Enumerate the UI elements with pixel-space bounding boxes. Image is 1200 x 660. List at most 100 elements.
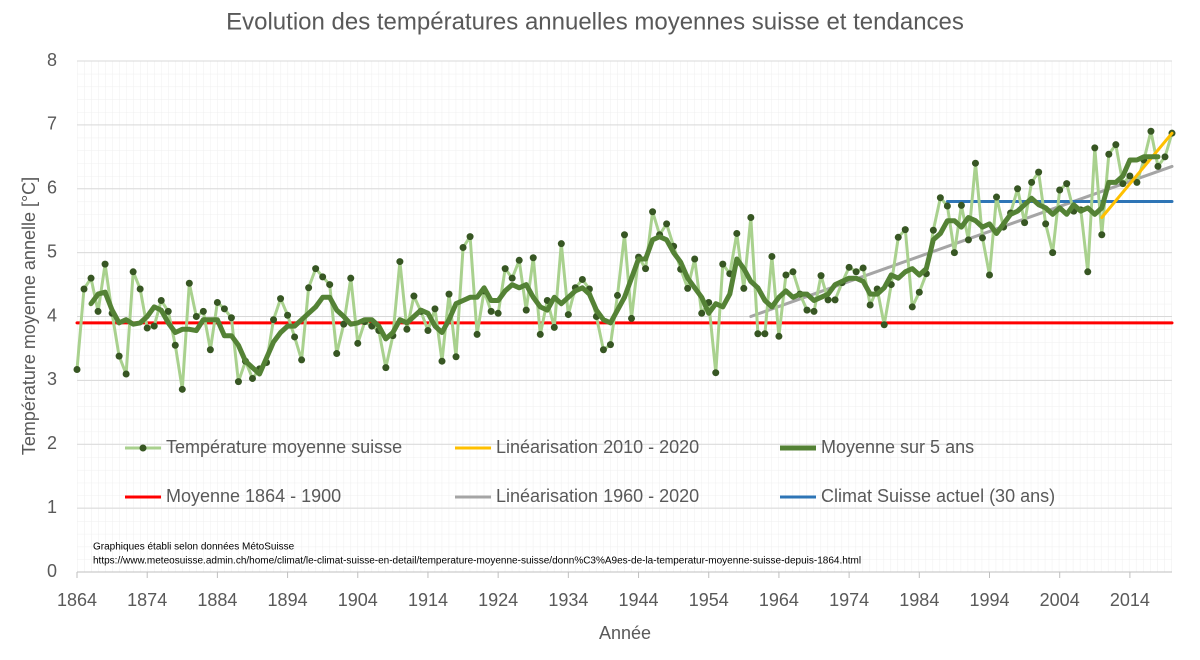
grid: 0 1 2 3 4 5 6 7 8 1864 1874 1884 1894 1904 1914 1924 193…	[47, 50, 1172, 610]
data-point	[508, 274, 516, 282]
data-point	[1161, 153, 1169, 161]
data-point	[1049, 249, 1057, 257]
series-line	[1100, 131, 1174, 219]
data-point	[733, 229, 741, 237]
data-point	[901, 226, 909, 234]
data-point	[712, 369, 720, 377]
data-point	[1133, 178, 1141, 186]
data-point	[424, 327, 432, 335]
data-point	[880, 321, 888, 329]
data-point	[1056, 186, 1064, 194]
data-point	[894, 233, 902, 241]
data-point	[845, 263, 853, 271]
data-point	[164, 307, 172, 315]
data-point	[684, 284, 692, 292]
data-point	[494, 309, 502, 317]
data-point	[136, 285, 144, 293]
data-point	[115, 352, 123, 360]
data-point	[459, 244, 467, 252]
y-axis-label: Température moyenne annelle [°C]	[19, 177, 39, 455]
x-tick-label: 2014	[1110, 590, 1150, 610]
data-point	[536, 330, 544, 338]
data-point	[1028, 178, 1036, 186]
data-point	[789, 268, 797, 276]
data-point	[599, 346, 607, 354]
data-point	[143, 324, 151, 332]
data-point	[87, 274, 95, 282]
x-tick-label: 1974	[829, 590, 869, 610]
data-point	[1147, 127, 1155, 135]
data-point	[1021, 219, 1029, 227]
series-line	[749, 164, 1174, 318]
data-point	[73, 366, 81, 374]
x-tick-label: 1904	[338, 590, 378, 610]
data-point	[628, 314, 636, 322]
data-point	[340, 320, 348, 328]
data-point	[529, 254, 537, 262]
data-point	[333, 350, 341, 358]
data-point	[1105, 150, 1113, 158]
x-tick-label: 1964	[759, 590, 799, 610]
data-point	[199, 307, 207, 315]
data-point	[1091, 144, 1099, 152]
data-point	[1042, 220, 1050, 228]
data-point	[775, 332, 783, 340]
data-point	[908, 303, 916, 311]
data-point	[768, 252, 776, 260]
data-point	[171, 341, 179, 349]
data-point	[410, 292, 418, 300]
data-point	[515, 256, 523, 264]
data-point	[382, 364, 390, 372]
data-point	[206, 346, 214, 354]
data-point	[613, 291, 621, 299]
x-axis-label: Année	[599, 623, 651, 643]
data-point	[1014, 185, 1022, 193]
data-point	[859, 264, 867, 272]
data-point	[403, 325, 411, 333]
data-point	[312, 265, 320, 273]
data-point	[473, 330, 481, 338]
y-tick-label: 3	[47, 369, 57, 389]
data-point	[564, 311, 572, 319]
data-point	[80, 285, 88, 293]
data-point	[347, 274, 355, 282]
data-point	[101, 260, 109, 268]
data-point	[1126, 172, 1134, 180]
data-point	[326, 281, 334, 289]
data-point	[663, 220, 671, 228]
data-point	[466, 233, 474, 241]
x-tick-label: 1874	[127, 590, 167, 610]
data-point	[234, 378, 242, 386]
data-point	[691, 255, 699, 263]
data-point	[824, 296, 832, 304]
data-point	[578, 275, 586, 283]
x-tick-label: 1934	[548, 590, 588, 610]
data-point	[1154, 162, 1162, 170]
legend-label: Moyenne 1864 - 1900	[166, 486, 341, 506]
data-point	[438, 357, 446, 365]
data-point	[986, 271, 993, 279]
data-point	[354, 339, 362, 347]
data-point	[501, 265, 509, 273]
data-point	[220, 305, 228, 313]
data-point	[150, 322, 158, 330]
x-tick-label: 1864	[57, 590, 97, 610]
data-point	[284, 311, 292, 319]
data-point	[971, 159, 979, 167]
data-point	[621, 231, 628, 239]
data-point	[452, 353, 460, 361]
x-tick-label: 1894	[268, 590, 308, 610]
data-point	[298, 356, 306, 364]
data-point	[803, 306, 811, 314]
y-tick-label: 8	[47, 50, 57, 70]
legend-label: Moyenne sur 5 ans	[821, 437, 974, 457]
data-point	[747, 213, 755, 221]
data-point	[964, 236, 972, 244]
legend-marker	[139, 444, 147, 452]
data-point	[817, 272, 825, 280]
x-tick-label: 2004	[1040, 590, 1080, 610]
data-point	[396, 258, 404, 266]
data-point	[754, 330, 762, 338]
legend-label: Linéarisation 2010 - 2020	[496, 437, 699, 457]
